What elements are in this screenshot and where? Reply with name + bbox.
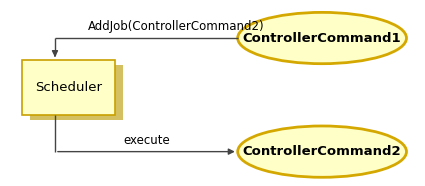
Text: ControllerCommand2: ControllerCommand2 xyxy=(243,145,401,158)
Text: AddJob(ControllerCommand2): AddJob(ControllerCommand2) xyxy=(88,20,264,33)
Text: execute: execute xyxy=(123,134,170,147)
FancyBboxPatch shape xyxy=(23,60,115,115)
Text: ControllerCommand1: ControllerCommand1 xyxy=(243,32,401,44)
Ellipse shape xyxy=(238,126,406,177)
Text: Scheduler: Scheduler xyxy=(35,81,102,94)
Ellipse shape xyxy=(238,12,406,64)
FancyBboxPatch shape xyxy=(30,65,123,120)
